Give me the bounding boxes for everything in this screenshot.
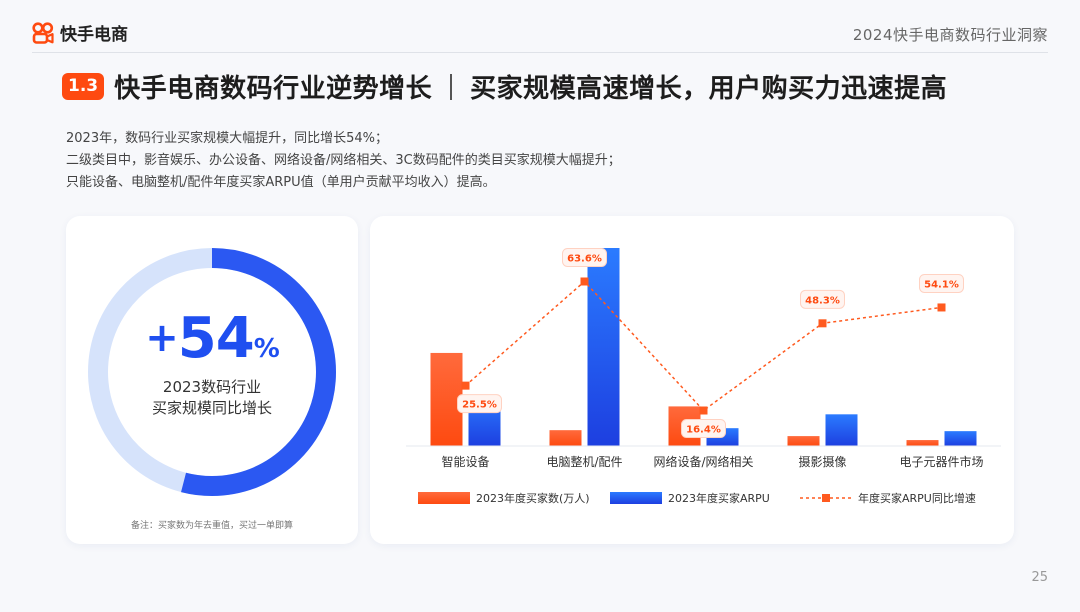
buyer-count-bar [787, 436, 820, 446]
arpu-growth-point [699, 406, 708, 415]
kpi-plus: + [145, 315, 179, 361]
buyer-count-bar [549, 430, 582, 446]
arpu-bar [587, 248, 620, 446]
legend-swatch-buyers [418, 492, 470, 504]
arpu-growth-point [580, 277, 589, 286]
kpi-number: 54 [177, 306, 255, 371]
data-label: 63.6% [567, 253, 602, 264]
kpi-card: +54% 2023数码行业 买家规模同比增长 备注：买家数为年去重值，买过一单即… [66, 216, 358, 544]
kpi-caption-line1: 2023数码行业 [162, 378, 262, 396]
description-line: 只能设备、电脑整机/配件年度买家ARPU值（单用户贡献平均收入）提高。 [66, 175, 496, 190]
data-label-bg [457, 394, 502, 414]
category-chart: 智能设备 电脑整机/配件 网络设备/网络相关 摄影摄像 电子元器件市场 25.5% 63.6… [406, 247, 1001, 505]
data-label: 25.5% [462, 400, 497, 411]
x-tick-label: 电子元器件市场 [899, 454, 983, 469]
arpu-growth-line [465, 280, 942, 412]
headline-divider [450, 73, 453, 100]
x-tick-label: 智能设备 [441, 454, 489, 469]
description-line: 2023年，数码行业买家规模大幅提升，同比增长54%； [66, 131, 388, 146]
headline-main: 快手电商数码行业逆势增长 [114, 74, 433, 104]
legend-swatch-growth-point [822, 494, 830, 502]
data-label-bg [681, 419, 726, 439]
x-tick-label: 电脑整机/配件 [546, 454, 622, 469]
headline: 1.3 快手电商数码行业逆势增长 买家规模高速增长，用户购买力迅速提高 [62, 68, 947, 105]
kpi-ring [88, 248, 336, 496]
legend-label: 2023年度买家数(万人) [476, 491, 590, 505]
section-badge: 1.3 [62, 73, 105, 100]
kuaishou-logo-icon [32, 21, 54, 44]
x-tick-label: 网络设备/网络相关 [653, 454, 753, 469]
kpi-percent: % [253, 334, 280, 364]
arpu-bar [944, 431, 977, 446]
headline-sub: 买家规模高速增长，用户购买力迅速提高 [470, 74, 948, 104]
x-tick-label: 摄影摄像 [798, 454, 846, 469]
buyer-count-bar [906, 440, 939, 446]
kpi-value: +54% [66, 311, 358, 367]
kpi-note: 备注：买家数为年去重值，买过一单即算 [130, 521, 293, 531]
header-divider [32, 52, 1048, 53]
legend-label: 年度买家ARPU同比增速 [858, 491, 976, 505]
arpu-bar [825, 414, 858, 446]
brand-name: 快手电商 [60, 25, 128, 45]
data-label: 48.3% [805, 295, 840, 306]
report-title: 2024快手电商数码行业洞察 [852, 26, 1048, 44]
legend-label: 2023年度买家ARPU [668, 491, 770, 505]
chart-card: 智能设备 电脑整机/配件 网络设备/网络相关 摄影摄像 电子元器件市场 25.5% 63.6… [370, 216, 1014, 544]
data-label-bg [919, 273, 964, 293]
kpi-ring-progress [88, 248, 336, 496]
kuaishou-logo: 快手电商 [32, 20, 128, 45]
kpi-caption: 2023数码行业 买家规模同比增长 [66, 377, 358, 419]
description: 2023年，数码行业买家规模大幅提升，同比增长54%； 二级类目中，影音娱乐、办… [66, 128, 621, 194]
kpi-center: +54% 2023数码行业 买家规模同比增长 [66, 311, 358, 419]
data-label-bg [562, 247, 607, 267]
data-label-bg [800, 289, 845, 309]
data-label: 16.4% [686, 425, 721, 436]
arpu-growth-point [461, 381, 470, 390]
arpu-growth-point [818, 319, 827, 328]
legend-swatch-arpu [610, 492, 662, 504]
kpi-caption-line2: 买家规模同比增长 [151, 399, 272, 417]
arpu-growth-point [937, 303, 946, 312]
description-line: 二级类目中，影音娱乐、办公设备、网络设备/网络相关、3C数码配件的类目买家规模大… [66, 153, 621, 168]
page-number: 25 [1031, 570, 1048, 585]
data-label: 54.1% [924, 279, 959, 290]
